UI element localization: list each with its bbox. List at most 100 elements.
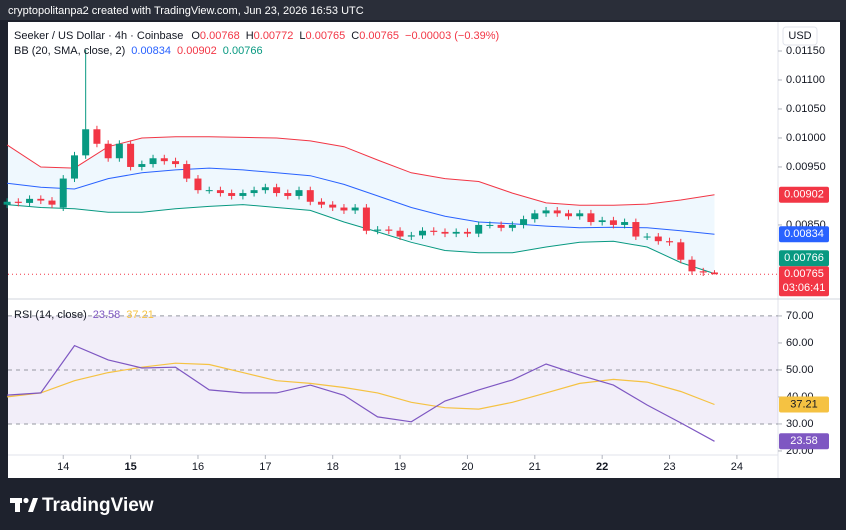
x-tick-label: 21 — [529, 461, 541, 473]
candle-body — [643, 236, 651, 238]
candle-body — [710, 272, 718, 275]
chart-area — [8, 22, 840, 478]
candle-body — [598, 220, 606, 223]
y-tick-label: 0.01100 — [786, 74, 825, 86]
candle-body — [699, 271, 707, 273]
candle-body — [362, 207, 370, 231]
price-badge-label: 0.00765 — [784, 268, 824, 280]
price-badge — [779, 186, 829, 203]
x-tick-label: 23 — [663, 461, 675, 473]
x-tick-label: 24 — [731, 461, 743, 473]
indicator-value: 0.00902 — [177, 45, 217, 57]
ohlc-label: L — [299, 30, 305, 42]
top-bar — [0, 0, 846, 20]
price-badge-label: 0.00834 — [784, 228, 824, 240]
candle-body — [564, 213, 572, 217]
ohlc-label: O — [191, 30, 200, 42]
legend: BB (20, SMA, close, 2) 0.00834 0.00902 0.00… — [14, 45, 263, 57]
candle-body — [666, 241, 674, 243]
price-badge-label: 0.00902 — [784, 189, 824, 201]
ohlc-value: 0.00765 — [306, 30, 346, 42]
candle-body — [587, 213, 595, 223]
candle-body — [138, 164, 146, 167]
candle-body — [172, 161, 180, 165]
candle-body — [497, 224, 505, 228]
indicator-value: 37.21 — [126, 309, 154, 321]
x-tick-label: 18 — [327, 461, 339, 473]
indicator-line — [7, 344, 715, 442]
price-badge — [779, 226, 829, 243]
ohlc-value: 0.00768 — [200, 30, 240, 42]
candle-body — [329, 204, 337, 208]
candle-body — [183, 164, 191, 179]
symbol-title: Seeker / US Dollar · 4h · Coinbase — [14, 30, 183, 42]
price-badge — [779, 433, 829, 450]
candle-body — [48, 200, 56, 205]
price-badge — [779, 266, 829, 297]
x-tick-label: 15 — [124, 461, 136, 473]
brand-name: TradingView — [42, 495, 154, 516]
bb-line — [6, 136, 715, 206]
change: −0.00003 (−0.39%) — [405, 30, 499, 42]
candle-body — [306, 190, 314, 202]
indicator-value: 0.00766 — [223, 45, 263, 57]
candle-body — [385, 229, 393, 231]
candle-body — [194, 178, 202, 191]
x-tick-label: 20 — [461, 461, 473, 473]
indicator-line — [7, 362, 715, 410]
candle-body — [576, 213, 584, 217]
candle-body — [317, 201, 325, 205]
candle-body — [351, 207, 359, 211]
indicator-value: 23.58 — [93, 309, 121, 321]
candle-body — [419, 230, 427, 236]
candle-body — [284, 193, 292, 196]
ohlc-value: 0.00765 — [359, 30, 399, 42]
candle-body — [374, 229, 382, 231]
price-badge — [779, 250, 829, 267]
indicator-value: 0.00834 — [131, 45, 171, 57]
candle-body — [205, 190, 213, 192]
candle-body — [149, 158, 157, 165]
y-tick-label: 0.01000 — [786, 132, 826, 144]
candle-body — [609, 220, 617, 225]
attribution: cryptopolitanpa2 created with TradingVie… — [8, 5, 364, 17]
candle-body — [295, 190, 303, 196]
candle-body — [228, 193, 236, 196]
y-tick-label: 30.00 — [786, 418, 814, 430]
candle-body — [542, 210, 550, 214]
indicator-label: RSI (14, close) — [14, 309, 87, 321]
price-badge-label: 0.00766 — [784, 252, 824, 264]
candle-body — [26, 198, 34, 203]
x-tick-label: 22 — [596, 461, 608, 473]
candle-body — [261, 187, 269, 191]
candle-body — [553, 210, 561, 214]
candle-body — [531, 213, 539, 220]
bb-line — [7, 204, 715, 275]
candle-body — [127, 143, 135, 167]
candle-body — [37, 198, 45, 201]
ohlc-value: 0.00772 — [254, 30, 294, 42]
candle-body — [486, 224, 494, 226]
candle-body — [82, 129, 90, 156]
candle-body — [654, 236, 662, 242]
candle-body — [430, 230, 438, 232]
currency[interactable]: USD — [788, 30, 811, 42]
currency-button[interactable] — [782, 26, 818, 46]
x-tick-label: 14 — [57, 461, 69, 473]
candle-body — [115, 143, 123, 159]
y-tick-label: 70.00 — [786, 310, 814, 322]
price-badge-label: 23.58 — [790, 435, 818, 447]
y-tick-label: 0.00950 — [786, 161, 826, 173]
x-tick-label: 19 — [394, 461, 406, 473]
candle-body — [508, 224, 516, 228]
legend: Seeker / US Dollar · 4h · Coinbase O0.007… — [14, 30, 499, 42]
legend: RSI (14, close) 23.58 37.21 — [14, 309, 154, 321]
candle-body — [59, 178, 67, 208]
y-tick-label: 60.00 — [786, 337, 814, 349]
candle-body — [104, 143, 112, 159]
candle-body — [441, 231, 449, 234]
candle-body — [463, 231, 471, 234]
candle-body — [632, 222, 640, 237]
candle-body — [93, 129, 101, 144]
